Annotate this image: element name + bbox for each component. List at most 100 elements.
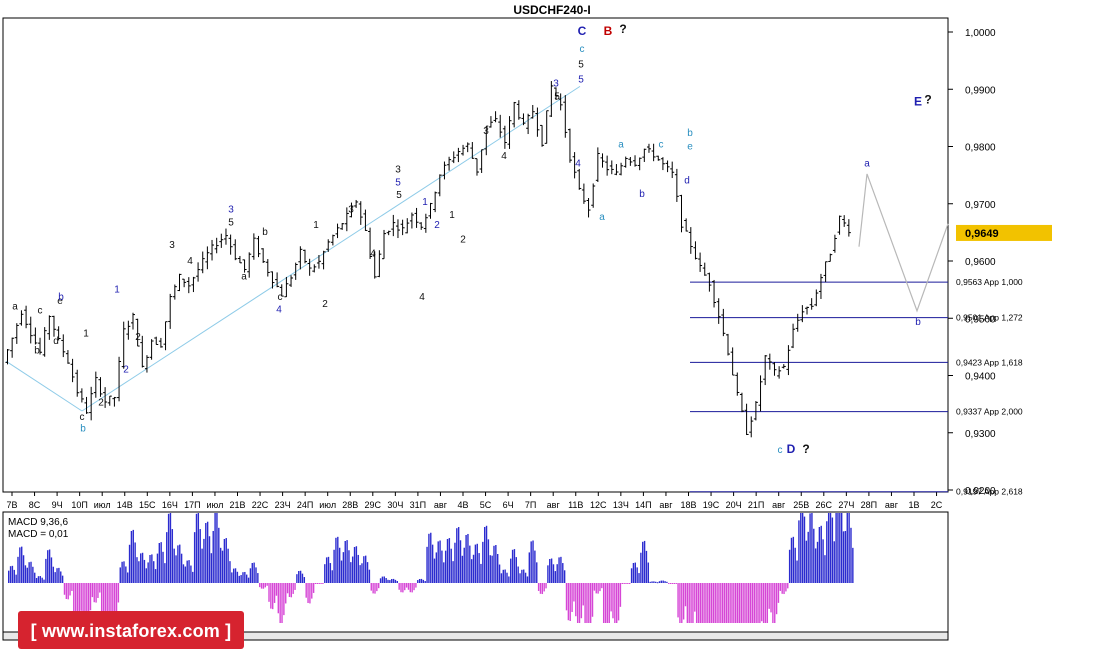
macd-bar [108,583,110,613]
time-tick-label: 24П [297,500,313,510]
macd-bar [695,583,698,623]
macd-bar [645,550,648,583]
macd-bar [803,516,806,583]
macd-bar [595,583,597,594]
time-tick-label: авг [434,500,448,510]
macd-bar [409,583,412,593]
scrollbar-strip [2,631,949,641]
macd-bar [625,583,627,584]
macd-bar [712,583,715,623]
macd-bar [775,583,778,615]
macd-bar [675,583,677,584]
macd-bar [394,579,397,583]
macd-bar [285,583,287,604]
macd-bar [755,583,757,623]
macd-bar [167,513,170,583]
macd-bar [177,545,179,583]
macd-bar [418,578,421,583]
macd-bar [844,530,847,583]
macd-bar [461,555,464,583]
macd-bar [420,578,423,583]
wave-label: 1 [449,210,455,221]
macd-bar [746,583,748,623]
macd-bar [34,572,36,583]
macd-bar [219,547,222,583]
macd-bar [664,581,666,583]
macd-bar [270,583,272,609]
price-tick-label: 0,9500 [965,314,996,325]
macd-bar [826,521,828,583]
macd-bar [777,583,780,603]
macd-bar [513,549,516,583]
macd-bar [612,583,614,619]
macd-bar [281,583,283,623]
macd-bar [762,583,765,623]
chart-title: USDCHF240-I [513,3,590,17]
macd-bar [45,558,47,583]
macd-bar [550,558,553,583]
macd-bar [444,550,447,583]
macd-bar [195,513,198,583]
macd-bar [703,583,705,623]
macd-bar [697,583,700,623]
macd-bar [54,572,56,583]
macd-bar [417,580,419,583]
macd-bar [474,544,477,583]
macd-bar [225,538,227,583]
macd-bar [576,583,579,623]
wave-label: 2 [135,332,141,343]
macd-bar [822,539,824,583]
macd-bar [495,545,497,583]
wave-label: d [53,336,59,347]
macd-bar [242,572,244,583]
macd-bar [718,583,720,623]
macd-bar [316,583,319,584]
macd-bar [318,583,320,584]
time-tick-label: 13Ч [613,500,629,510]
macd-bar [716,583,718,623]
time-tick-label: июл [207,500,224,510]
macd-bar [63,583,66,595]
macd-bar [539,583,542,594]
macd-bar [37,576,40,583]
wave-label: e [57,296,63,307]
time-tick-label: авг [885,500,899,510]
price-tick-label: 0,9200 [965,486,996,497]
macd-bar [541,583,544,595]
macd-bar [240,575,242,583]
wave-label: E [914,94,922,108]
wave-label: 4 [276,305,282,316]
wave-label: c [659,140,664,151]
macd-bar [534,550,536,583]
macd-bar [203,538,205,583]
macd-bar [402,583,404,593]
macd-bar [121,561,123,583]
macd-bar [669,583,672,584]
macd-bar [478,553,480,583]
macd-bar [446,538,449,583]
wave-label: 5 [554,92,560,103]
macd-bar [840,513,843,583]
time-tick-label: 16Ч [162,500,178,510]
macd-bar [255,567,257,583]
macd-bar [78,583,81,623]
macd-bar [848,513,850,583]
macd-bar [523,569,525,583]
macd-bar [385,578,387,583]
macd-bar [17,556,19,583]
macd-bar [602,583,605,623]
macd-bar [8,570,10,583]
macd-bar [171,529,174,583]
macd-bar [668,583,670,584]
macd-bar [441,550,443,583]
macd-bar [662,580,664,583]
macd-bar [413,583,415,591]
macd-bar [374,583,376,594]
macd-bar [686,583,689,623]
macd-bar [816,541,819,583]
macd-bar [560,556,562,583]
macd-bar [783,583,785,595]
macd-bar [699,583,702,623]
wave-label: 3 [395,164,401,175]
macd-bar [829,513,832,583]
